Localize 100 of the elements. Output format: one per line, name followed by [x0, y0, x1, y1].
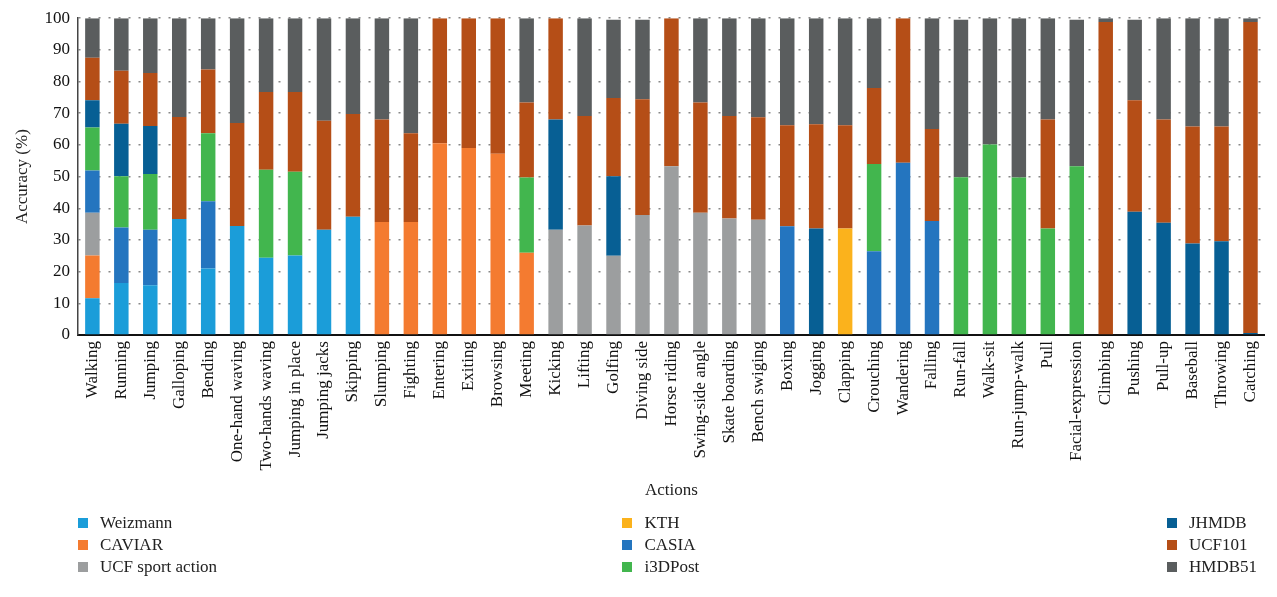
x-tick-label: Jogging [805, 340, 825, 395]
bar [432, 143, 448, 335]
bar [85, 127, 100, 171]
y-tick-label: 0 [61, 324, 70, 344]
bar [548, 229, 563, 335]
bar [519, 252, 534, 335]
bar [519, 18, 534, 103]
bar [1127, 211, 1142, 335]
bar [1156, 119, 1171, 223]
bar [664, 18, 679, 167]
bar [374, 221, 390, 335]
x-tick-label: Fighting [400, 340, 420, 399]
x-tick-label: Two-hands waving [255, 340, 275, 471]
bar [461, 18, 476, 149]
x-tick-label: Swing-side angle [689, 341, 709, 459]
bar [114, 176, 129, 228]
x-tick-label: Skate boarding [718, 340, 738, 444]
bar [722, 18, 737, 117]
y-tick-label: 80 [52, 71, 70, 91]
bar [85, 57, 100, 101]
x-tick-label: Boxing [776, 340, 796, 392]
bar [403, 133, 419, 222]
bar [837, 125, 853, 229]
bar [866, 251, 882, 335]
bar [316, 229, 332, 335]
bar [693, 18, 708, 103]
bar [1185, 243, 1200, 335]
bar [229, 18, 245, 124]
bar [635, 99, 650, 215]
x-tick-label: Exiting [458, 340, 478, 392]
bar [837, 18, 853, 126]
bar [751, 219, 766, 335]
bar [490, 18, 505, 154]
y-tick-label: 30 [52, 229, 70, 249]
x-tick-label: Pushing [1124, 340, 1144, 396]
bar [664, 166, 679, 335]
bar [953, 19, 969, 178]
y-tick-label: 70 [52, 102, 70, 122]
bar [432, 18, 448, 144]
legend-label: CASIA [644, 535, 696, 555]
bar [85, 212, 100, 256]
bar [143, 285, 158, 335]
bar [1069, 19, 1084, 167]
bar [143, 73, 158, 126]
bar [1127, 100, 1142, 212]
bar [258, 169, 274, 258]
bar [577, 225, 592, 335]
legend-label: UCF sport action [100, 557, 218, 577]
bar [780, 125, 795, 227]
bar [85, 255, 100, 299]
bar [85, 298, 100, 335]
bar [1040, 119, 1056, 229]
x-tick-label: Entering [429, 340, 449, 400]
bar [1214, 18, 1229, 127]
bar [200, 18, 216, 70]
bar [461, 148, 476, 335]
x-tick-label: One-hand waving [226, 340, 246, 463]
bar [287, 18, 303, 93]
x-tick-label: Bending [197, 340, 217, 399]
bar [1098, 22, 1113, 335]
bar [895, 162, 911, 335]
legend-label: KTH [644, 513, 680, 533]
y-tick-label: 60 [52, 134, 70, 154]
x-tick-label: Kicking [545, 340, 565, 396]
legend-label: HMDB51 [1188, 557, 1257, 577]
bar [85, 18, 100, 58]
legend-label: UCF101 [1188, 535, 1248, 555]
bar [172, 219, 187, 335]
bar [866, 163, 882, 252]
legend-label: i3DPost [644, 557, 700, 577]
bar [924, 129, 940, 221]
bar [1243, 22, 1258, 334]
x-tick-label: Throwing [1210, 340, 1230, 409]
bar [837, 228, 853, 335]
legend-label: Weizmann [100, 513, 173, 533]
bar [808, 124, 824, 229]
bar [548, 18, 563, 120]
bar [780, 226, 795, 335]
bar [606, 255, 621, 335]
bar [548, 119, 563, 230]
x-tick-label: Lifting [574, 340, 594, 389]
bar [577, 18, 592, 117]
y-tick-label: 100 [44, 7, 70, 27]
bar [114, 227, 129, 284]
bar [635, 19, 650, 100]
bar [866, 87, 882, 164]
bar [374, 119, 390, 222]
x-tick-label: Golfing [602, 340, 622, 394]
x-tick-label: Meeting [516, 340, 536, 398]
bar [200, 268, 216, 335]
bar [229, 226, 245, 335]
bar [258, 257, 274, 335]
bar [693, 212, 708, 335]
bar [114, 283, 129, 335]
bar [1011, 177, 1027, 335]
y-tick-label: 10 [52, 292, 70, 312]
x-axis-title: Actions [644, 480, 698, 500]
bar [1156, 222, 1171, 335]
bar [751, 18, 766, 118]
bar [1214, 126, 1229, 242]
